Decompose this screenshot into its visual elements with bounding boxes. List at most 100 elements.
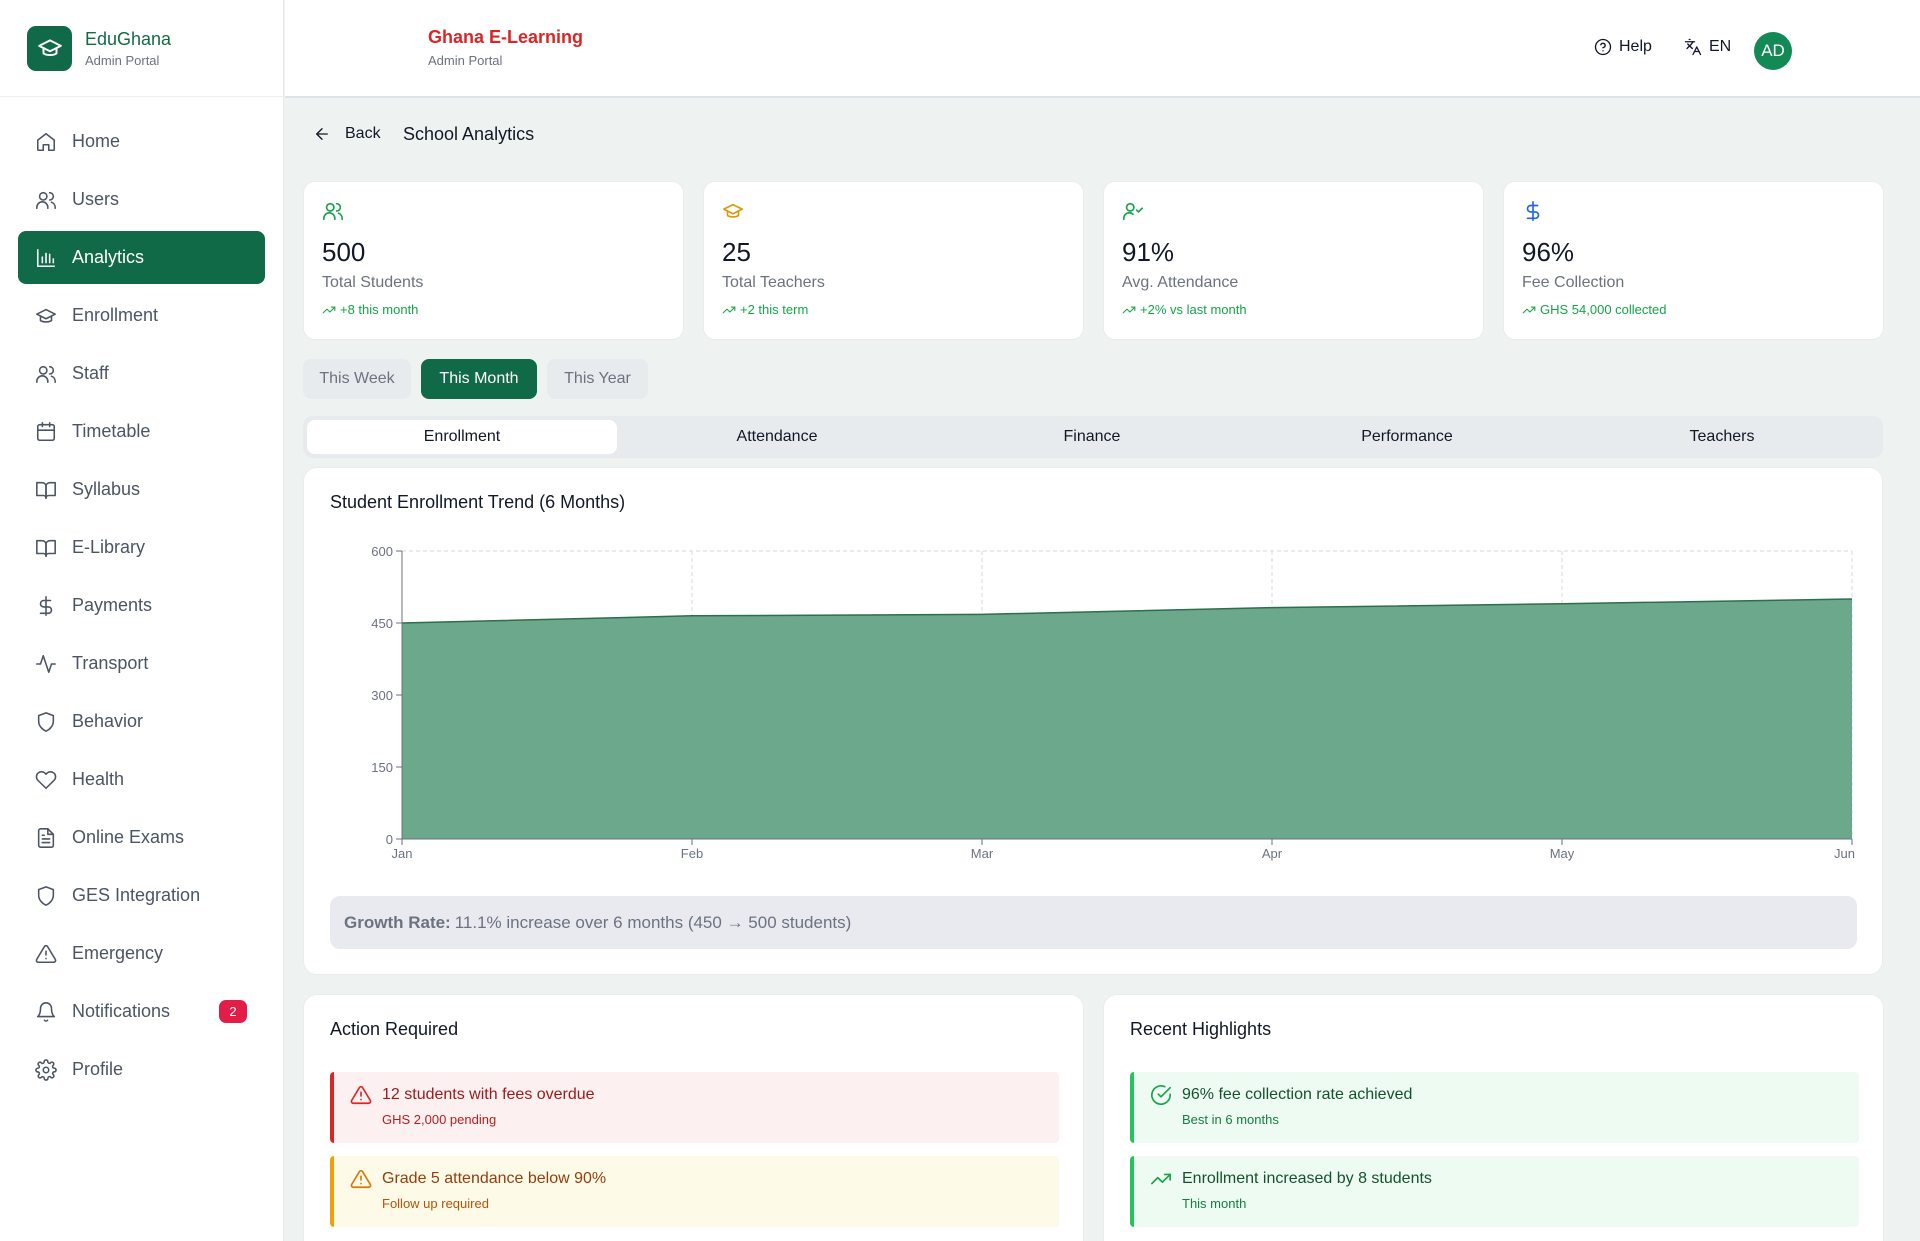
alert-title: Grade 5 attendance below 90% — [382, 1170, 607, 1187]
dollar-icon — [1526, 201, 1540, 221]
stat-value: 500 — [322, 237, 366, 267]
sidebar-item-notifications[interactable]: Notifications 2 — [18, 985, 265, 1038]
back-button[interactable]: Back — [313, 125, 381, 143]
sidebar-item-behavior[interactable]: Behavior — [18, 695, 265, 748]
sidebar-item-enrollment[interactable]: Enrollment — [18, 289, 265, 342]
sidebar-item-staff[interactable]: Staff — [18, 347, 265, 400]
alert-triangle-icon — [350, 1085, 372, 1105]
stat-trend-text: +2% vs last month — [1140, 302, 1247, 317]
stat-trend: +8 this month — [322, 302, 665, 317]
trending-up-icon — [1151, 1173, 1171, 1185]
sidebar-item-label: Users — [72, 189, 120, 209]
tab-performance[interactable]: Performance — [1361, 428, 1453, 445]
bell-icon — [36, 1001, 56, 1022]
alert-fees-overdue[interactable]: 12 students with fees overdue GHS 2,000 … — [330, 1072, 1059, 1143]
languages-icon — [1684, 38, 1702, 56]
period-this-week[interactable]: This Week — [303, 359, 411, 399]
stat-value: 96% — [1522, 237, 1575, 267]
help-button[interactable]: Help — [1594, 38, 1652, 56]
sidebar-item-label: Payments — [72, 595, 153, 615]
arrow-left-icon — [316, 128, 328, 140]
language-button[interactable]: EN — [1684, 38, 1731, 56]
x-tick-label: Mar — [971, 846, 994, 861]
recent-highlights-title: Recent Highlights — [1130, 1019, 1272, 1039]
stat-trend: +2 this term — [722, 302, 1065, 317]
highlight-fee-collection[interactable]: 96% fee collection rate achieved Best in… — [1130, 1072, 1859, 1143]
back-label: Back — [345, 125, 381, 142]
heart-icon — [35, 770, 57, 789]
sidebar-item-label: Home — [72, 131, 121, 151]
sidebar-item-ges-integration[interactable]: GES Integration — [18, 869, 265, 922]
alert-title: 12 students with fees overdue — [382, 1086, 595, 1103]
enrollment-line — [401, 598, 1853, 624]
stat-trend: +2% vs last month — [1122, 302, 1465, 317]
tab-finance[interactable]: Finance — [1063, 428, 1121, 445]
sidebar-item-analytics[interactable]: Analytics — [18, 231, 265, 284]
sidebar-item-label: Emergency — [72, 943, 164, 963]
sidebar-item-payments[interactable]: Payments — [18, 579, 265, 632]
period-this-month[interactable]: This Month — [421, 359, 537, 399]
book-icon — [36, 539, 56, 557]
trending-up-icon — [722, 306, 736, 313]
activity-icon — [36, 654, 56, 673]
highlight-title: 96% fee collection rate achieved — [1182, 1086, 1413, 1103]
x-tick-label: Jan — [392, 846, 413, 861]
sidebar-item-profile[interactable]: Profile — [18, 1043, 265, 1096]
stat-card-total-teachers: 25 Total Teachers +2 this term — [703, 181, 1084, 340]
recent-highlights-card: Recent Highlights 96% fee collection rat… — [1103, 994, 1884, 1241]
users-icon — [36, 191, 56, 209]
trending-up-icon — [322, 306, 336, 313]
sidebar-item-label: Notifications — [72, 1001, 171, 1021]
brand[interactable]: EduGhana Admin Portal — [0, 0, 283, 97]
stat-trend-text: +2 this term — [740, 302, 809, 317]
stat-label: Fee Collection — [1522, 274, 1625, 291]
users-icon — [36, 365, 56, 383]
sidebar-item-transport[interactable]: Transport — [18, 637, 265, 690]
stat-label: Total Students — [322, 274, 424, 291]
stat-card-total-students: 500 Total Students +8 this month — [303, 181, 684, 340]
sidebar-item-home[interactable]: Home — [18, 115, 265, 168]
y-tick-label: 150 — [371, 760, 393, 775]
gear-icon — [35, 1058, 57, 1081]
brand-subtitle: Admin Portal — [85, 53, 160, 68]
highlight-title: Enrollment increased by 8 students — [1182, 1170, 1432, 1187]
trending-up-icon — [1522, 306, 1536, 313]
tab-enrollment[interactable]: Enrollment — [307, 420, 617, 454]
shield-icon — [37, 885, 55, 906]
growth-rate-banner: Growth Rate: 11.1% increase over 6 month… — [330, 896, 1857, 949]
sidebar-item-timetable[interactable]: Timetable — [18, 405, 265, 458]
header-subtitle: Admin Portal — [428, 53, 503, 68]
sidebar-item-label: Timetable — [72, 421, 151, 441]
sidebar-item-users[interactable]: Users — [18, 173, 265, 226]
sidebar-item-label: Behavior — [72, 711, 144, 731]
book-icon — [36, 481, 56, 499]
tab-attendance[interactable]: Attendance — [736, 428, 818, 445]
avatar[interactable]: AD — [1754, 32, 1792, 70]
stat-card-avg-attendance: 91% Avg. Attendance +2% vs last month — [1103, 181, 1484, 340]
x-tick-label: May — [1550, 846, 1575, 861]
stat-label: Total Teachers — [722, 274, 825, 291]
enrollment-area — [402, 599, 1852, 839]
graduation-cap-icon — [27, 25, 72, 71]
alert-subtitle: Follow up required — [382, 1196, 489, 1211]
sidebar-item-online-exams[interactable]: Online Exams — [18, 811, 265, 864]
y-tick-label: 0 — [386, 832, 393, 847]
stat-card-fee-collection: 96% Fee Collection GHS 54,000 collected — [1503, 181, 1884, 340]
sidebar-item-e-library[interactable]: E-Library — [18, 521, 265, 574]
period-this-year[interactable]: This Year — [547, 359, 648, 399]
sidebar-item-health[interactable]: Health — [18, 753, 265, 806]
sidebar-item-syllabus[interactable]: Syllabus — [18, 463, 265, 516]
sidebar-item-label: Analytics — [72, 247, 145, 267]
stat-value: 25 — [722, 237, 751, 267]
enrollment-chart: 0 150 300 450 600 Jan Feb Mar Apr May Jun — [371, 544, 1855, 861]
alert-attendance-below[interactable]: Grade 5 attendance below 90% Follow up r… — [330, 1156, 1059, 1227]
highlight-enrollment-increase[interactable]: Enrollment increased by 8 students This … — [1130, 1156, 1859, 1227]
users-icon — [323, 202, 343, 221]
dollar-icon — [39, 595, 53, 616]
brand-name: EduGhana — [85, 29, 172, 49]
help-circle-icon — [1594, 38, 1612, 56]
sidebar-item-emergency[interactable]: Emergency — [18, 927, 265, 980]
language-label: EN — [1709, 38, 1732, 55]
tab-teachers[interactable]: Teachers — [1689, 428, 1755, 445]
page-title: School Analytics — [403, 124, 535, 144]
